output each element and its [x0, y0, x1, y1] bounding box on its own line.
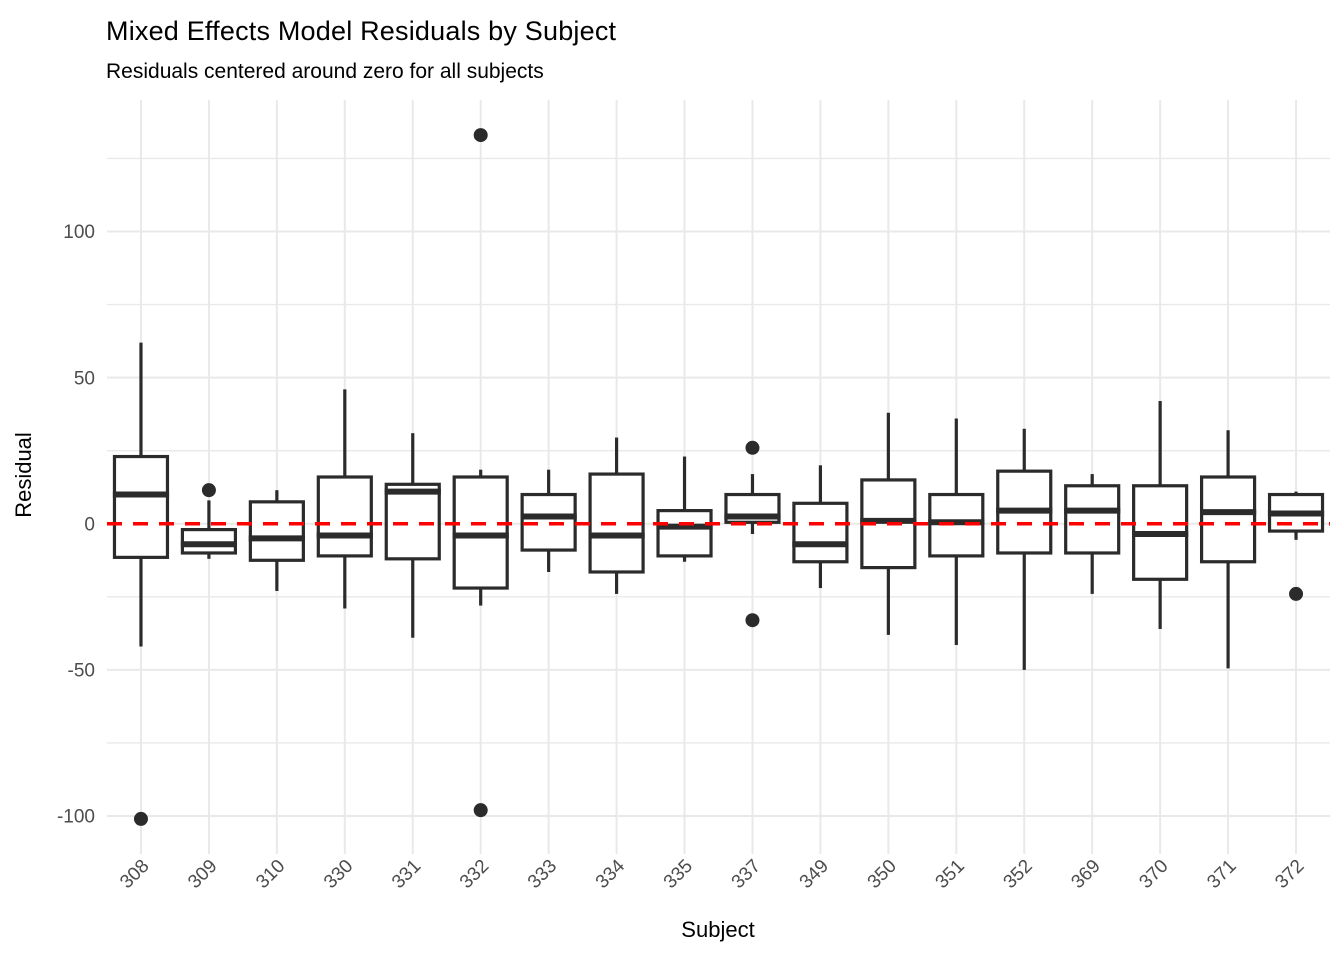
x-tick-label-333: 333	[524, 856, 561, 893]
boxplot-333	[520, 469, 577, 572]
outlier-point	[473, 128, 488, 143]
boxplot-369	[1064, 474, 1121, 594]
y-axis-title: Residual	[11, 432, 36, 518]
boxplot-352	[996, 428, 1053, 670]
y-tick-label: -100	[57, 807, 95, 828]
x-tick-label-309: 309	[184, 856, 221, 893]
boxplot-308	[112, 342, 170, 826]
boxplot-309	[180, 483, 238, 559]
boxplot-337	[724, 440, 781, 628]
box-rect	[384, 482, 441, 561]
box-rect	[112, 454, 170, 559]
y-tick-label: -50	[68, 661, 95, 682]
x-tick-label-335: 335	[660, 856, 697, 893]
outlier-point	[1289, 586, 1304, 601]
boxplot-310	[248, 490, 305, 591]
box-rect	[792, 501, 849, 564]
x-tick-label-370: 370	[1135, 856, 1172, 893]
box-rect	[1199, 475, 1257, 564]
outlier-point	[745, 613, 760, 628]
x-tick-label-330: 330	[320, 856, 357, 893]
x-tick-label-352: 352	[1000, 856, 1037, 893]
outlier-point	[133, 811, 148, 826]
outlier-point	[473, 803, 488, 818]
chart-title: Mixed Effects Model Residuals by Subject	[106, 16, 617, 46]
boxplot-330	[316, 389, 373, 609]
box-rect	[248, 500, 305, 562]
x-tick-label-369: 369	[1067, 856, 1104, 893]
y-tick-label: 100	[63, 222, 95, 243]
x-tick-label-371: 371	[1203, 856, 1240, 893]
boxplot-334	[588, 437, 645, 594]
chart-subtitle: Residuals centered around zero for all s…	[106, 60, 544, 83]
outlier-point	[745, 440, 760, 455]
x-tick-label-332: 332	[456, 856, 493, 893]
outlier-point	[201, 483, 216, 498]
boxplot-370	[1132, 401, 1189, 629]
y-tick-label: 0	[84, 514, 95, 535]
x-tick-label-308: 308	[116, 856, 153, 893]
x-tick-label-349: 349	[796, 856, 833, 893]
x-tick-label-337: 337	[728, 856, 765, 893]
boxplot-351	[928, 418, 985, 646]
box-rect	[656, 509, 713, 558]
boxplot-331	[384, 433, 441, 638]
x-tick-label-350: 350	[864, 856, 901, 893]
x-tick-label-310: 310	[252, 856, 289, 893]
boxplot-349	[792, 465, 849, 589]
y-tick-label: 50	[74, 368, 95, 389]
boxplot-371	[1199, 430, 1257, 669]
x-tick-label-372: 372	[1271, 856, 1308, 893]
boxplot-332	[452, 128, 509, 818]
x-axis-title: Subject	[681, 917, 755, 942]
x-tick-label-331: 331	[388, 856, 425, 893]
box-rect	[1064, 484, 1121, 555]
box-rect	[316, 475, 373, 558]
x-tick-label-351: 351	[932, 856, 969, 893]
boxplot-335	[656, 456, 713, 562]
x-tick-label-334: 334	[592, 855, 630, 893]
